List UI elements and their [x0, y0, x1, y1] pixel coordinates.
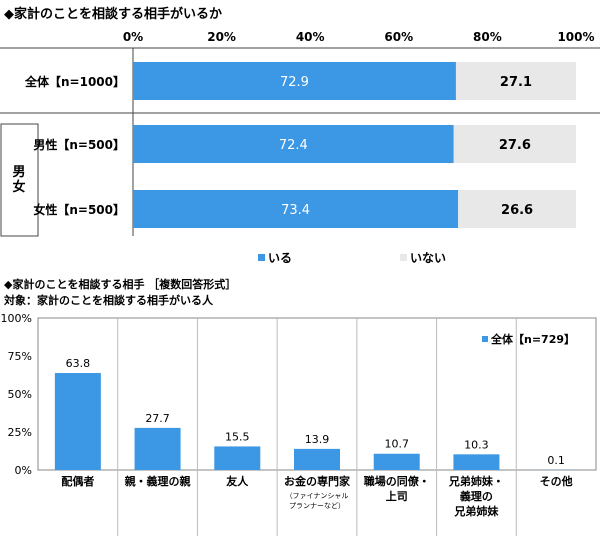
column-bar: [214, 446, 261, 470]
category-label: 兄弟姉妹: [453, 504, 499, 518]
category-label: 職場の同僚・: [364, 474, 430, 488]
category-note: プランナーなど）: [289, 502, 345, 510]
bottom-chart-title: ◆家計のことを相談する相手 ［複数回答形式］: [4, 278, 237, 291]
y-tick-label: 0%: [15, 464, 32, 477]
data-label: 15.5: [225, 430, 250, 443]
data-label: 73.4: [281, 203, 310, 218]
data-label: 26.6: [501, 203, 533, 218]
data-label: 27.6: [499, 138, 531, 153]
column-bar: [54, 373, 101, 470]
data-label: 27.7: [145, 412, 170, 425]
legend-swatch: [258, 254, 265, 261]
category-label: 配偶者: [61, 474, 94, 488]
x-tick-label: 60%: [384, 30, 413, 44]
data-label: 0.1: [547, 454, 565, 467]
legend-swatch: [482, 336, 488, 342]
y-tick-label: 100%: [1, 312, 32, 325]
x-tick-label: 0%: [123, 30, 143, 44]
y-tick-label: 75%: [8, 350, 32, 363]
stacked-bar-chart: 0% 20% 40% 60% 80% 100% 男女 全体【n=1000】 72.9 27.1 男性…: [0, 30, 600, 265]
data-label: 27.1: [500, 75, 532, 90]
legend-label: いる: [268, 251, 292, 265]
x-tick-label: 20%: [207, 30, 236, 44]
category-label: 友人: [226, 474, 249, 488]
y-tick-label: 25%: [8, 426, 32, 439]
x-tick-label: 80%: [473, 30, 502, 44]
data-label: 72.9: [280, 75, 309, 90]
bar-inai: [458, 190, 576, 228]
data-label: 10.7: [384, 438, 409, 451]
bar-inai: [455, 62, 576, 100]
data-label: 13.9: [305, 433, 330, 446]
category-label: 親・義理の親: [125, 474, 191, 488]
y-tick-label: 50%: [8, 388, 32, 401]
data-label: 72.4: [279, 138, 308, 153]
category-label: 義理の: [460, 489, 493, 503]
category-label: 兄弟姉妹・: [448, 474, 504, 488]
category-label: その他: [540, 474, 573, 488]
category-label: 男性【n=500】: [33, 137, 125, 152]
group-label: 男: [12, 165, 25, 180]
legend-label: 全体【n=729】: [490, 332, 575, 346]
x-tick-label: 100%: [557, 30, 594, 44]
category-label: 上司: [386, 489, 408, 503]
category-label: 全体【n=1000】: [24, 74, 125, 89]
category-note: （ファイナンシャル: [286, 492, 349, 500]
column-bar: [453, 454, 500, 470]
legend-swatch: [400, 254, 407, 261]
category-label: お金の専門家: [284, 474, 351, 488]
column-chart: 0% 25% 50% 75% 100% 63.8 配偶者 27.7 親・義理の親 15.5 友人 13…: [1, 312, 597, 536]
legend-label: いない: [410, 251, 446, 265]
bar-iru: [133, 62, 456, 100]
group-bracket: [0, 123, 39, 237]
category-label: 女性【n=500】: [33, 202, 125, 217]
data-label: 63.8: [66, 357, 91, 370]
bar-inai: [453, 125, 576, 163]
bar-iru: [133, 125, 454, 163]
group-label: 女: [12, 179, 25, 195]
column-bar: [373, 453, 420, 470]
data-label: 10.3: [464, 438, 489, 451]
column-bar: [134, 427, 181, 470]
bar-iru: [133, 190, 459, 228]
top-chart-title: ◆家計のことを相談する相手がいるか: [4, 7, 222, 22]
column-bar: [294, 448, 340, 470]
bottom-chart-subtitle: 対象：家計のことを相談する相手がいる人: [4, 294, 213, 307]
x-tick-label: 40%: [296, 30, 325, 44]
